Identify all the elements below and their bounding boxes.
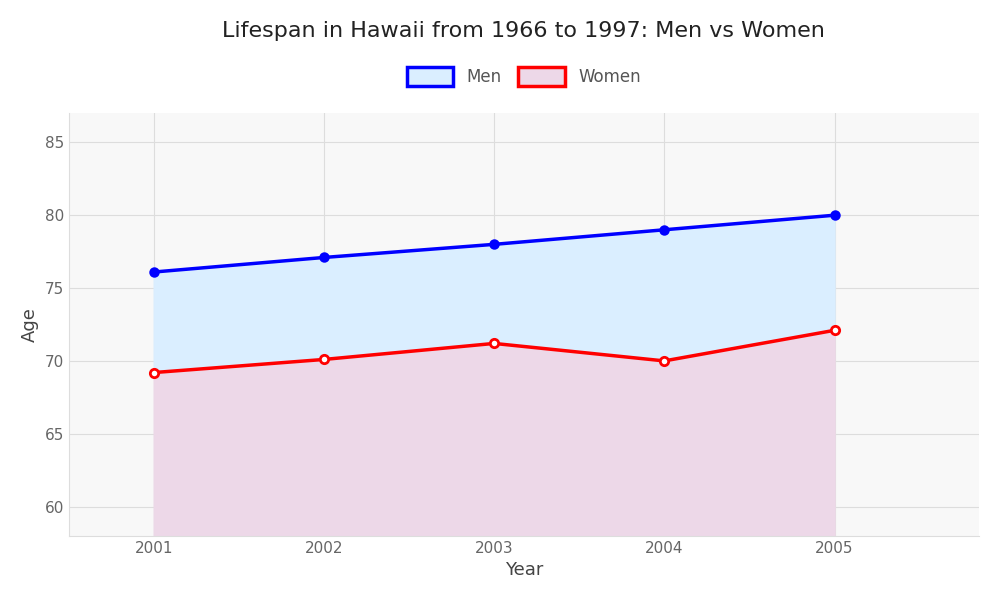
Legend: Men, Women: Men, Women (398, 58, 649, 94)
Title: Lifespan in Hawaii from 1966 to 1997: Men vs Women: Lifespan in Hawaii from 1966 to 1997: Me… (222, 21, 825, 41)
Y-axis label: Age: Age (21, 307, 39, 342)
X-axis label: Year: Year (505, 561, 543, 579)
